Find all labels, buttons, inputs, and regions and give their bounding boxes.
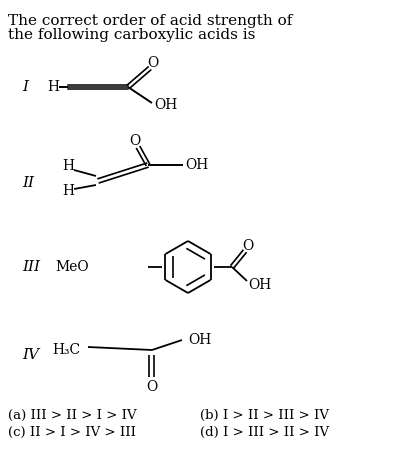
Text: O: O (242, 239, 254, 253)
Text: (d) I > III > II > IV: (d) I > III > II > IV (200, 425, 329, 438)
Text: O: O (147, 380, 158, 394)
Text: The correct order of acid strength of: The correct order of acid strength of (8, 14, 292, 28)
Text: OH: OH (185, 158, 209, 172)
Text: H: H (62, 159, 74, 173)
Text: (c) II > I > IV > III: (c) II > I > IV > III (8, 425, 136, 438)
Text: OH: OH (188, 333, 212, 347)
Text: II: II (22, 176, 34, 190)
Text: O: O (147, 56, 159, 70)
Text: the following carboxylic acids is: the following carboxylic acids is (8, 28, 255, 42)
Text: IV: IV (22, 348, 39, 362)
Text: III: III (22, 260, 40, 274)
Text: I: I (22, 80, 28, 94)
Text: O: O (129, 134, 141, 148)
Text: OH: OH (154, 98, 178, 112)
Text: (a) III > II > I > IV: (a) III > II > I > IV (8, 409, 137, 421)
Text: H: H (47, 80, 59, 94)
Text: (b) I > II > III > IV: (b) I > II > III > IV (200, 409, 329, 421)
Text: H₃C: H₃C (52, 343, 80, 357)
Text: MeO: MeO (55, 260, 89, 274)
Text: H: H (62, 184, 74, 198)
Text: OH: OH (248, 278, 271, 292)
